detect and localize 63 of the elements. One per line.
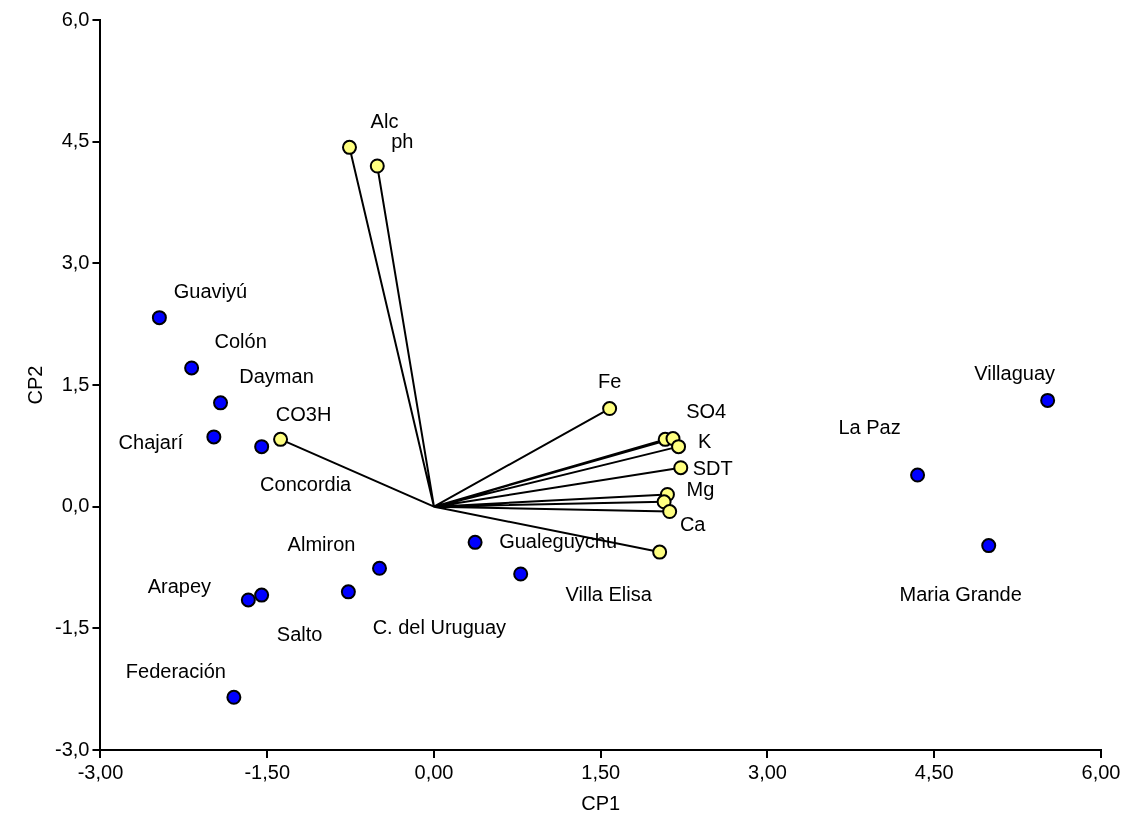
point bbox=[1040, 392, 1056, 408]
y-tick-label: -1,5 bbox=[54, 615, 90, 638]
annotation: Colón bbox=[214, 330, 267, 353]
point bbox=[151, 310, 167, 326]
annotation: Gualeguychu bbox=[499, 529, 618, 552]
x-axis-title: CP1 bbox=[581, 791, 621, 814]
annotation: Maria Grande bbox=[899, 583, 1022, 606]
x-tick-label: 0,00 bbox=[414, 760, 454, 783]
annotation: La Paz bbox=[838, 415, 901, 438]
annotation: Dayman bbox=[239, 365, 314, 388]
annotation: ph bbox=[391, 129, 414, 152]
annotation: C. del Uruguay bbox=[372, 616, 507, 639]
annotation: SO4 bbox=[686, 399, 727, 422]
x-tick-label: 6,00 bbox=[1081, 760, 1121, 783]
annotation: SDT bbox=[692, 457, 733, 480]
point bbox=[340, 584, 356, 600]
point bbox=[513, 566, 529, 582]
point bbox=[981, 538, 997, 554]
point bbox=[254, 587, 270, 603]
x-tick-label: -1,50 bbox=[244, 760, 291, 783]
point bbox=[372, 560, 387, 576]
point bbox=[206, 429, 222, 445]
point bbox=[184, 360, 200, 376]
annotation: CO3H bbox=[275, 402, 332, 425]
point bbox=[369, 158, 385, 174]
x-tick-label: -3,00 bbox=[77, 760, 124, 783]
point bbox=[226, 689, 242, 705]
annotation: Alc bbox=[370, 109, 399, 132]
annotation: Guaviyú bbox=[173, 280, 248, 303]
x-tick-label: 4,50 bbox=[914, 760, 954, 783]
y-tick-label: 3,0 bbox=[61, 250, 90, 273]
point bbox=[671, 439, 687, 455]
x-tick-label: 1,50 bbox=[581, 760, 621, 783]
annotation: Villa Elisa bbox=[565, 582, 653, 605]
point bbox=[467, 534, 483, 550]
annotation: Almiron bbox=[287, 532, 356, 555]
point bbox=[240, 592, 256, 608]
point bbox=[602, 401, 618, 417]
y-tick-label: 1,5 bbox=[61, 372, 90, 395]
annotation: Concordia bbox=[260, 473, 353, 496]
point bbox=[273, 431, 289, 447]
x-tick-label: 3,00 bbox=[748, 760, 787, 783]
annotation: Ca bbox=[679, 513, 707, 536]
y-tick-label: 4,5 bbox=[61, 129, 90, 152]
point bbox=[652, 544, 668, 560]
annotation: Arapey bbox=[147, 575, 212, 598]
y-axis-title: CP2 bbox=[23, 365, 46, 405]
y-tick-label: 0,0 bbox=[61, 494, 90, 517]
annotation: Mg bbox=[686, 478, 715, 501]
y-tick-label: 6,0 bbox=[61, 7, 90, 30]
point bbox=[673, 460, 689, 476]
annotation: Federación bbox=[125, 659, 226, 682]
annotation: Villaguay bbox=[974, 361, 1056, 384]
annotation: Chajarí bbox=[118, 431, 184, 454]
annotation: Salto bbox=[276, 622, 323, 645]
point bbox=[254, 439, 270, 455]
point bbox=[213, 395, 229, 411]
point bbox=[341, 139, 357, 155]
y-tick-label: -3,0 bbox=[54, 737, 90, 760]
annotation: Fe bbox=[597, 370, 622, 393]
point bbox=[910, 467, 926, 483]
annotation: K bbox=[697, 430, 712, 453]
point bbox=[662, 504, 678, 520]
